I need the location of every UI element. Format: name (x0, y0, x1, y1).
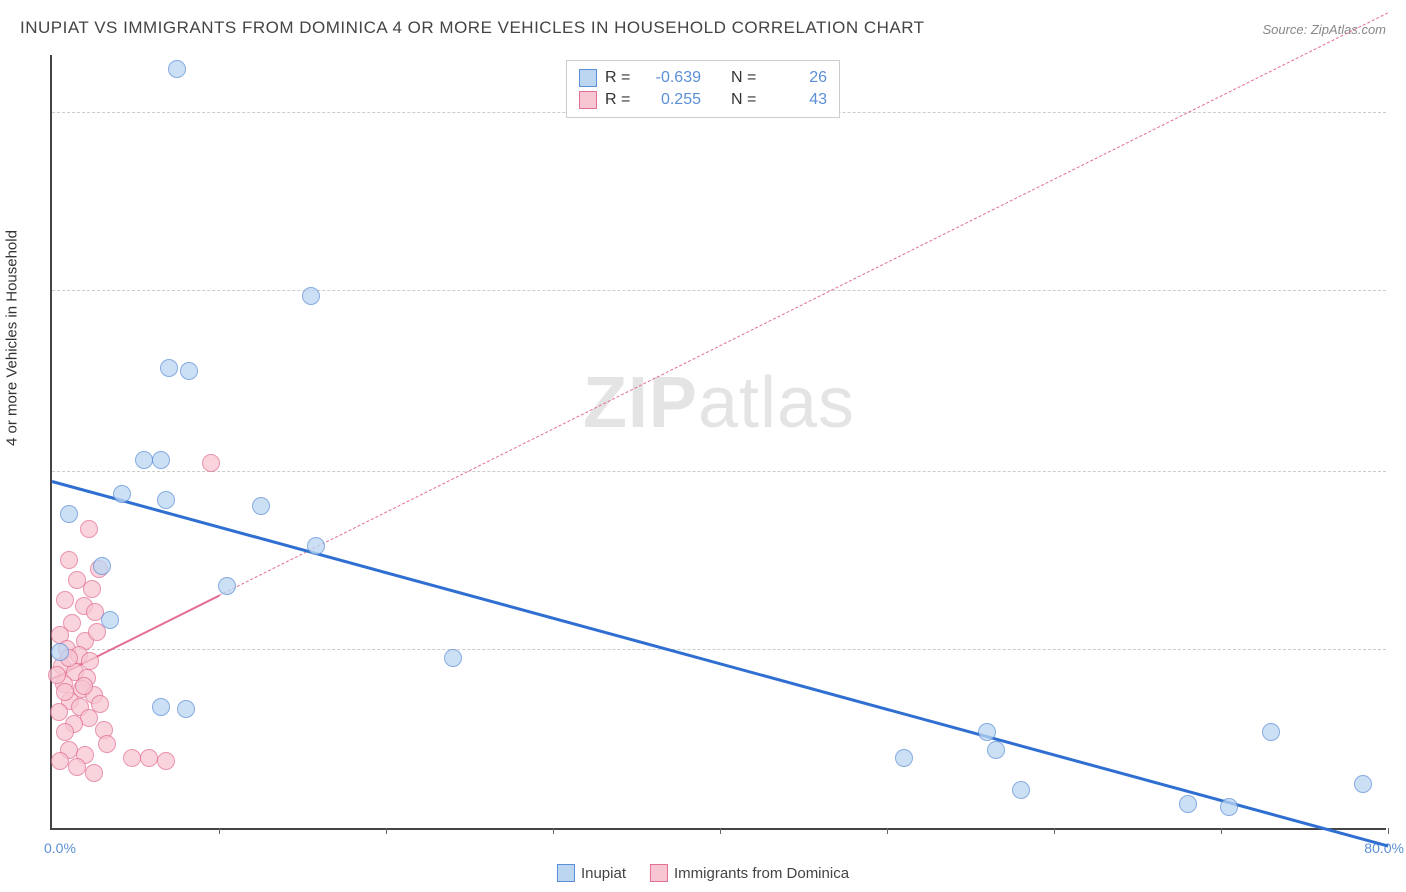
legend-swatch (579, 91, 597, 109)
y-tick-label: 6.3% (1396, 641, 1406, 657)
legend-stat-row: R = 0.255 N = 43 (579, 89, 827, 111)
legend-item: Inupiat (557, 864, 626, 882)
data-point (51, 643, 69, 661)
data-point (202, 454, 220, 472)
data-point (1354, 775, 1372, 793)
data-point (123, 749, 141, 767)
data-point (177, 700, 195, 718)
data-point (56, 683, 74, 701)
y-axis-label: 4 or more Vehicles in Household (4, 230, 21, 446)
data-point (75, 677, 93, 695)
data-point (302, 287, 320, 305)
y-tick-label: 25.0% (1396, 104, 1406, 120)
data-point (60, 551, 78, 569)
legend-n-value: 43 (767, 91, 827, 109)
data-point (168, 60, 186, 78)
y-tick-label: 12.5% (1396, 463, 1406, 479)
legend-n-label: N = (731, 69, 759, 87)
data-point (51, 752, 69, 770)
data-point (60, 505, 78, 523)
data-point (140, 749, 158, 767)
gridline (52, 649, 1386, 650)
x-tick (1221, 828, 1222, 834)
data-point (80, 520, 98, 538)
data-point (180, 362, 198, 380)
chart-title: INUPIAT VS IMMIGRANTS FROM DOMINICA 4 OR… (20, 18, 925, 38)
data-point (987, 741, 1005, 759)
data-point (160, 359, 178, 377)
legend-item: Immigrants from Dominica (650, 864, 849, 882)
data-point (1262, 723, 1280, 741)
gridline (52, 290, 1386, 291)
legend-label: Inupiat (581, 865, 626, 882)
data-point (113, 485, 131, 503)
legend-n-label: N = (731, 91, 759, 109)
data-point (218, 577, 236, 595)
plot-area: ZIPatlas 6.3%12.5%18.8%25.0%0.0%80.0% (50, 55, 1386, 830)
data-point (81, 652, 99, 670)
legend-stat-row: R = -0.639 N = 26 (579, 67, 827, 89)
x-tick (887, 828, 888, 834)
gridline (52, 471, 1386, 472)
x-tick (219, 828, 220, 834)
source-label: Source: ZipAtlas.com (1262, 22, 1386, 37)
legend-label: Immigrants from Dominica (674, 865, 849, 882)
data-point (83, 580, 101, 598)
watermark: ZIPatlas (583, 362, 855, 444)
x-tick (1388, 828, 1389, 834)
legend-n-value: 26 (767, 69, 827, 87)
data-point (895, 749, 913, 767)
data-point (157, 491, 175, 509)
data-point (68, 758, 86, 776)
data-point (157, 752, 175, 770)
legend-r-label: R = (605, 91, 633, 109)
data-point (307, 537, 325, 555)
watermark-atlas: atlas (698, 363, 855, 443)
y-tick-label: 18.8% (1396, 282, 1406, 298)
x-tick (386, 828, 387, 834)
legend-stats: R = -0.639 N = 26 R = 0.255 N = 43 (566, 60, 840, 118)
data-point (152, 698, 170, 716)
x-tick (553, 828, 554, 834)
data-point (85, 764, 103, 782)
data-point (1179, 795, 1197, 813)
watermark-zip: ZIP (583, 363, 698, 443)
data-point (152, 451, 170, 469)
legend-r-value: 0.255 (641, 91, 701, 109)
x-axis-min-label: 0.0% (44, 840, 76, 856)
x-tick (1054, 828, 1055, 834)
x-tick (720, 828, 721, 834)
legend-series: Inupiat Immigrants from Dominica (557, 864, 849, 882)
legend-r-label: R = (605, 69, 633, 87)
legend-swatch (650, 864, 668, 882)
data-point (93, 557, 111, 575)
data-point (135, 451, 153, 469)
data-point (48, 666, 66, 684)
data-point (56, 591, 74, 609)
trend-line (52, 480, 1389, 847)
data-point (101, 611, 119, 629)
legend-swatch (557, 864, 575, 882)
legend-swatch (579, 69, 597, 87)
data-point (98, 735, 116, 753)
data-point (1220, 798, 1238, 816)
data-point (978, 723, 996, 741)
legend-r-value: -0.639 (641, 69, 701, 87)
data-point (56, 723, 74, 741)
data-point (444, 649, 462, 667)
data-point (1012, 781, 1030, 799)
data-point (252, 497, 270, 515)
